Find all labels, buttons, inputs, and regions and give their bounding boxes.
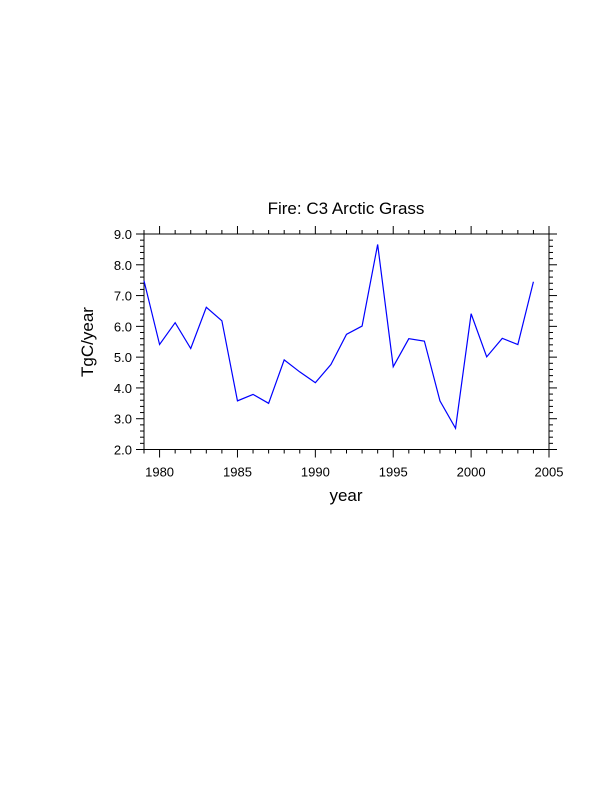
y-tick-label: 7.0 bbox=[114, 289, 132, 304]
y-tick-label: 6.0 bbox=[114, 319, 132, 334]
y-tick-label: 9.0 bbox=[114, 227, 132, 242]
x-tick-label: 2000 bbox=[457, 465, 486, 480]
y-tick-label: 4.0 bbox=[114, 381, 132, 396]
y-tick-label: 3.0 bbox=[114, 412, 132, 427]
plot-frame bbox=[143, 233, 550, 450]
x-tick-label: 1980 bbox=[145, 465, 174, 480]
data-line bbox=[143, 244, 535, 431]
y-tick-label: 8.0 bbox=[114, 258, 132, 273]
x-tick-label: 1995 bbox=[379, 465, 408, 480]
y-tick-label: 5.0 bbox=[114, 350, 132, 365]
y-axis-label: TgC/year bbox=[78, 307, 97, 377]
x-tick-label: 1990 bbox=[301, 465, 330, 480]
x-tick-label: 2005 bbox=[535, 465, 564, 480]
y-tick-label: 2.0 bbox=[114, 443, 132, 458]
x-axis-label: year bbox=[329, 486, 362, 505]
chart-title: Fire: C3 Arctic Grass bbox=[268, 199, 425, 218]
x-tick-label: 1985 bbox=[223, 465, 252, 480]
